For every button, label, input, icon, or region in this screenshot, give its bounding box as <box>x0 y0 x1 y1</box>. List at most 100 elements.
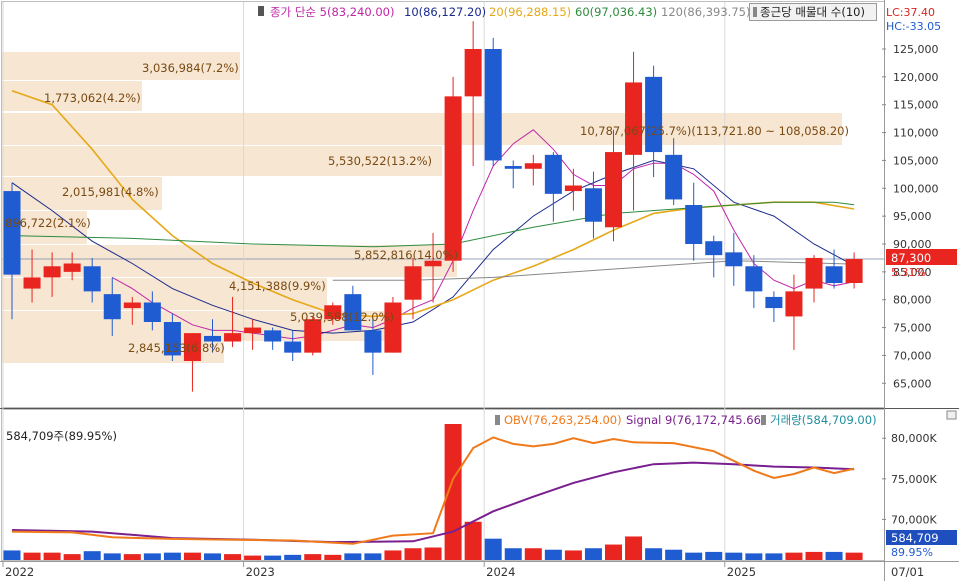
candle <box>123 296 141 325</box>
legend-ma20: 20(96,288.15) <box>489 5 571 19</box>
x-tick-label: 07/01 <box>891 565 924 579</box>
volume-profile-label: 4,151,388(9.9%) <box>229 279 326 293</box>
candle <box>264 327 282 350</box>
price-tick-label: 110,000 <box>893 127 939 140</box>
volume-profile-label: 896,722(2.1%) <box>5 216 91 230</box>
volume-bar <box>765 553 783 560</box>
candle-body <box>444 96 462 261</box>
price-tick-label: 75,000 <box>893 322 932 335</box>
candle <box>324 302 342 325</box>
volume-bar <box>204 553 221 560</box>
legend-ma10: 10(86,127.20) <box>404 5 486 19</box>
volume-profile-label: 2,015,981(4.8%) <box>62 185 159 199</box>
candle-body <box>805 257 823 289</box>
price-tag-value: 87,300 <box>891 251 931 265</box>
candle <box>685 182 703 261</box>
candle-body <box>364 330 382 353</box>
candle-body <box>264 330 282 342</box>
legend-obv: OBV(76,263,254.00) <box>504 413 622 427</box>
volume-bar <box>304 554 322 560</box>
volume-bar <box>264 555 282 560</box>
x-tick-label: 2023 <box>246 565 275 579</box>
candle-body <box>745 266 763 292</box>
candle <box>344 285 362 331</box>
volume-profile-band <box>2 113 842 145</box>
price-tick-label: 120,000 <box>893 71 939 84</box>
volume-bar <box>645 548 663 560</box>
lc-label: LC:37.40 <box>886 6 935 19</box>
candle-body <box>765 296 783 309</box>
candle-body <box>544 154 562 194</box>
candle-body <box>183 333 201 361</box>
candle-body <box>284 341 302 353</box>
volume-bar <box>825 551 843 560</box>
candle <box>805 255 823 303</box>
x-tick-label: 2024 <box>486 565 515 579</box>
volume-bar <box>23 552 41 560</box>
candle <box>705 235 723 278</box>
candle <box>584 171 602 239</box>
candle-body <box>204 335 221 342</box>
candle <box>204 319 221 353</box>
candle-body <box>344 294 362 331</box>
candle-body <box>484 49 502 161</box>
candle <box>163 313 181 361</box>
candle <box>444 76 462 272</box>
candle-body <box>564 185 582 192</box>
candle-body <box>224 333 242 342</box>
candle-body <box>464 49 482 97</box>
candle <box>524 154 542 186</box>
candle-body <box>705 241 723 256</box>
candle-body <box>404 266 422 300</box>
candle <box>384 296 402 353</box>
volume-bar <box>424 547 442 560</box>
price-tag-change: 5.31% <box>891 266 926 279</box>
candle-body <box>685 205 703 244</box>
volume-bar <box>464 521 482 560</box>
resize-handle-icon[interactable] <box>946 410 957 420</box>
y-axis-ticks: 125,000 120,000 115,000 110,000 105,000 100,0… <box>882 43 939 526</box>
volume-profile-label: 3,036,984(7.2%) <box>142 61 239 75</box>
candle-body <box>43 266 61 278</box>
volume-bar <box>3 550 21 560</box>
candle <box>464 21 482 166</box>
legend-volume: 거래량(584,709.00) <box>770 413 877 427</box>
legend-swatch-icon <box>258 6 264 16</box>
price-tag-bg <box>886 249 957 265</box>
volume-bar <box>524 548 542 560</box>
candle <box>424 232 442 303</box>
candle-body <box>123 302 141 309</box>
candle-body <box>244 327 262 334</box>
volume-bars <box>3 424 863 560</box>
candle <box>143 291 161 331</box>
candle-body <box>504 166 522 169</box>
candle <box>484 37 502 166</box>
volume-bar <box>625 536 643 560</box>
volume-tag-value: 584,709 <box>891 531 939 545</box>
candle <box>605 129 622 242</box>
volume-bar <box>685 552 703 560</box>
candle <box>43 252 61 297</box>
volume-bar <box>444 424 462 560</box>
legend-ma60: 60(97,036.43) <box>575 5 657 19</box>
candle <box>745 255 763 309</box>
candle <box>404 257 422 320</box>
vp-button-box[interactable] <box>749 3 877 21</box>
obv-lines <box>11 436 855 545</box>
price-tick-label: 70,000 <box>893 349 932 362</box>
lower-tick-label: 75,000K <box>891 473 937 486</box>
signal-line <box>11 461 855 544</box>
candle-body <box>605 152 622 228</box>
obv-line <box>11 436 855 545</box>
candle <box>665 138 683 205</box>
volume-profile-label: 10,787,067(25.7%)(113,721.80 ~ 108,058.2… <box>580 124 849 138</box>
x-axis-labels: 2022 2023 2024 2025 07/01 <box>2 561 924 579</box>
ma5-line <box>112 129 855 340</box>
volume-profile-label: 1,773,062(4.2%) <box>44 91 141 105</box>
volume-bar <box>123 554 141 560</box>
vp-button-label[interactable]: 종근당 매물대 수(10) <box>760 5 865 19</box>
volume-bar <box>504 548 522 560</box>
volume-profile-button[interactable]: 종근당 매물대 수(10) <box>749 3 877 21</box>
candle-body <box>785 291 803 317</box>
